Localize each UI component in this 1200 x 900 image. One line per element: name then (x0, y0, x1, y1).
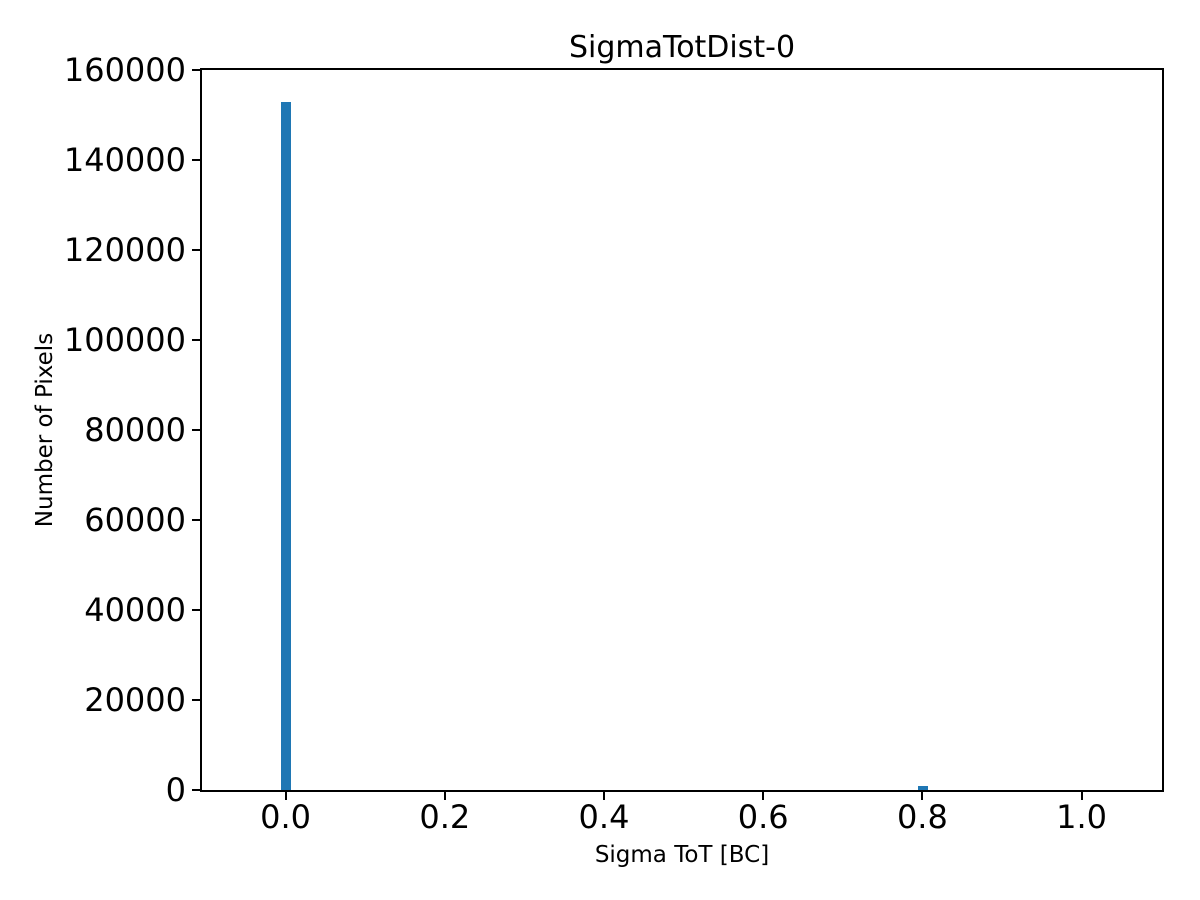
x-tick (443, 792, 446, 800)
y-tick-label: 140000 (63, 141, 186, 179)
y-tick-label: 120000 (63, 231, 186, 269)
x-tick (284, 792, 287, 800)
x-tick-label: 0.6 (737, 798, 789, 836)
y-tick (192, 699, 200, 701)
y-tick (192, 339, 200, 341)
y-tick (192, 249, 200, 251)
y-tick (192, 609, 200, 611)
x-tick-label: 0.2 (419, 798, 471, 836)
x-tick-label: 0.4 (578, 798, 630, 836)
y-tick-label: 20000 (84, 681, 186, 719)
x-tick-label: 0.0 (260, 798, 312, 836)
y-tick (192, 429, 200, 431)
x-tick (602, 792, 605, 800)
x-axis-label: Sigma ToT [BC] (594, 842, 770, 868)
y-tick (192, 69, 200, 71)
x-tick (762, 792, 765, 800)
y-tick-label: 160000 (63, 51, 186, 89)
x-tick-label: 0.8 (896, 798, 948, 836)
y-tick-label: 0 (165, 771, 186, 809)
y-tick-label: 60000 (84, 501, 186, 539)
x-tick (1080, 792, 1083, 800)
x-tick (921, 792, 924, 800)
y-tick-label: 80000 (84, 411, 186, 449)
bars-layer (202, 70, 1162, 790)
y-tick (192, 159, 200, 161)
chart-title: SigmaTotDist-0 (568, 30, 796, 65)
x-tick-label: 1.0 (1056, 798, 1108, 836)
y-tick (192, 519, 200, 521)
y-tick (192, 789, 200, 791)
y-tick-label: 100000 (63, 321, 186, 359)
histogram-bar (280, 101, 291, 790)
y-tick-label: 40000 (84, 591, 186, 629)
plot-area (200, 68, 1164, 792)
histogram-bar (918, 785, 929, 790)
